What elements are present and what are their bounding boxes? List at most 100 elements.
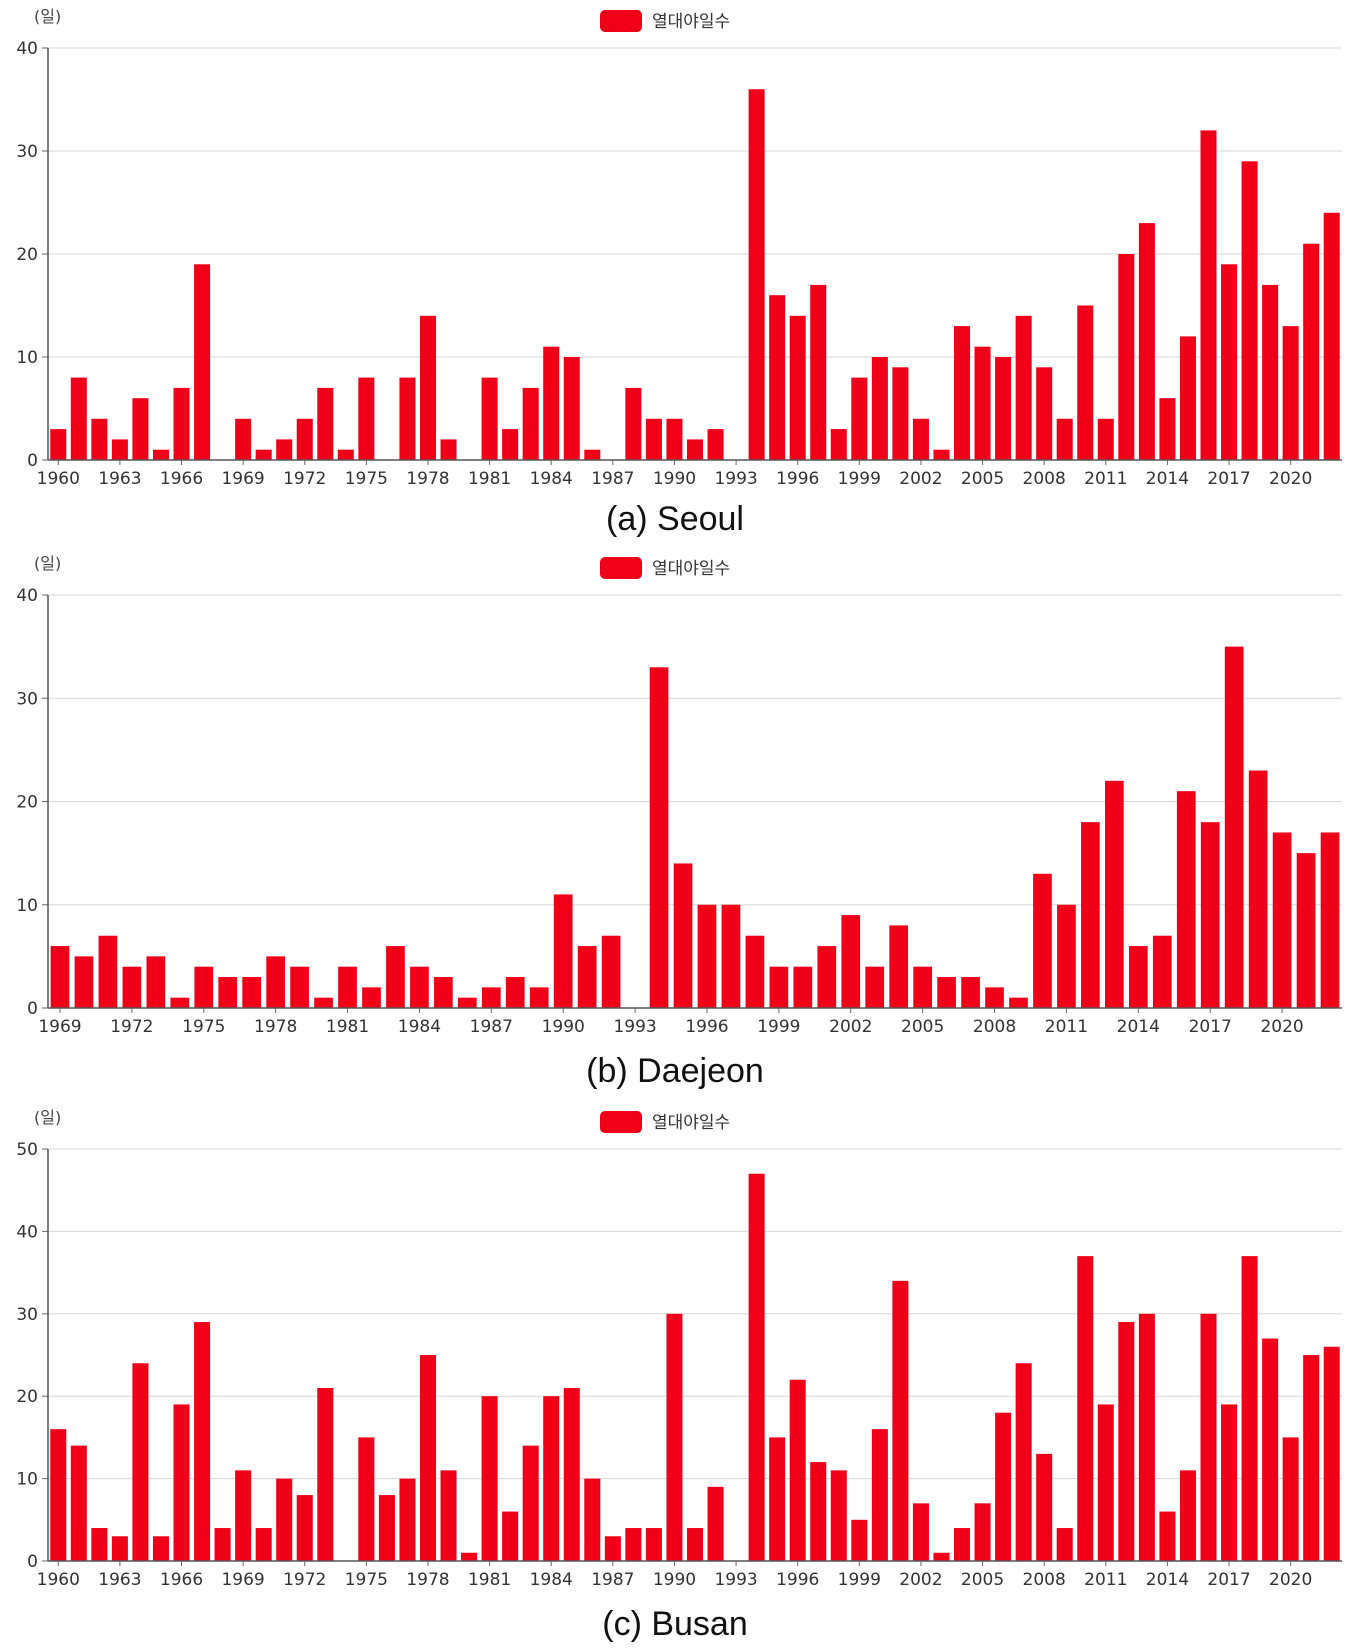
x-tick-label: 2005: [961, 469, 1004, 489]
bar-1972: [122, 966, 142, 1008]
bar-2005: [974, 346, 991, 460]
bar-2014: [1159, 398, 1176, 460]
bar-2020: [1282, 1437, 1299, 1561]
bar-1989: [645, 418, 662, 460]
y-tick-label: 20: [16, 1387, 38, 1407]
bar-2011: [1097, 1404, 1114, 1561]
x-tick-label: 2002: [829, 1017, 872, 1037]
bar-1998: [745, 935, 765, 1008]
x-tick-label: 2011: [1045, 1017, 1088, 1037]
busan-chart-panel: 열대야일수 (일) 0 10 20 30 40 50 1960 1963 1966 1969 1972 1…: [0, 1105, 1350, 1605]
bar-2019: [1262, 284, 1279, 460]
bar-1972: [296, 1495, 313, 1561]
bar-1968: [214, 1528, 231, 1561]
x-tick-label: 1996: [685, 1017, 728, 1037]
x-tick-label: 1966: [160, 469, 203, 489]
bar-2000: [871, 357, 888, 460]
y-tick-label: 10: [16, 896, 38, 916]
bar-2004: [889, 925, 909, 1008]
busan-bar-chart: 열대야일수 (일) 0 10 20 30 40 50 1960 1963 1966 1969 1972 1…: [16, 1108, 1342, 1590]
legend: 열대야일수: [600, 1111, 730, 1133]
x-tick-label: 2020: [1260, 1017, 1303, 1037]
y-tick-label: 0: [27, 1552, 38, 1572]
bar-2001: [817, 946, 837, 1008]
bar-1978: [266, 956, 285, 1008]
bar-1970: [74, 956, 94, 1008]
bar-2002: [912, 1503, 929, 1561]
bar-1995: [673, 863, 693, 1008]
bar-2007: [961, 977, 980, 1008]
x-tick-label: 2014: [1117, 1017, 1160, 1037]
x-tick-label: 1963: [98, 469, 141, 489]
bar-1997: [810, 1462, 827, 1561]
bar-1985: [563, 1387, 580, 1561]
x-tick-label: 1993: [714, 469, 757, 489]
y-tick-label: 20: [16, 245, 38, 265]
x-tick-label: 2017: [1189, 1017, 1232, 1037]
bar-1996: [789, 1379, 806, 1561]
bar-1991: [577, 946, 597, 1008]
y-tick-label: 0: [27, 999, 38, 1019]
bar-1960: [50, 1429, 67, 1561]
y-tick-label: 0: [27, 451, 38, 471]
legend-label: 열대야일수: [652, 559, 730, 579]
legend-swatch: [600, 1111, 642, 1133]
bar-1986: [584, 449, 601, 460]
x-tick-label: 1987: [591, 1570, 634, 1590]
x-tick-label: 1984: [530, 469, 573, 489]
bar-1960: [50, 429, 67, 460]
bar-2000: [871, 1429, 888, 1561]
bar-2017: [1221, 1404, 1238, 1561]
bar-2009: [1056, 418, 1073, 460]
bar-2018: [1224, 646, 1244, 1008]
bar-2005: [974, 1503, 991, 1561]
x-tick-label: 2020: [1269, 469, 1312, 489]
x-tick-label: 1999: [838, 469, 881, 489]
bar-1975: [358, 377, 375, 460]
daejeon-bar-chart: 열대야일수 (일) 0 10 20 30 40 1969 1972 1975 1978 1981 198…: [16, 554, 1342, 1037]
bar-1989: [645, 1528, 662, 1561]
bar-2021: [1296, 853, 1316, 1008]
bar-2013: [1138, 1313, 1155, 1561]
bar-2006: [995, 1412, 1012, 1561]
bar-1980: [461, 1552, 478, 1561]
legend-swatch: [600, 10, 642, 32]
bar-1983: [386, 946, 405, 1008]
bar-1994: [649, 667, 669, 1008]
bar-1986: [458, 997, 477, 1008]
daejeon-chart-panel: 열대야일수 (일) 0 10 20 30 40 1969 1972 1975 1978 1981 198…: [0, 552, 1350, 1052]
bar-1978: [419, 1355, 436, 1561]
bar-1981: [481, 377, 498, 460]
bar-1982: [362, 987, 381, 1008]
bar-1983: [522, 387, 539, 460]
x-tick-label: 1972: [283, 469, 326, 489]
bar-1962: [91, 418, 108, 460]
x-tick-label: 1993: [613, 1017, 656, 1037]
bar-1963: [111, 1536, 128, 1561]
bar-2019: [1248, 770, 1268, 1008]
bar-1977: [242, 977, 262, 1008]
bar-1971: [98, 935, 118, 1008]
bar-1984: [543, 346, 560, 460]
bar-1999: [851, 377, 868, 460]
bar-1999: [851, 1519, 868, 1561]
bar-1972: [296, 418, 313, 460]
x-tick-label: 1978: [406, 1570, 449, 1590]
y-tick-label: 30: [16, 1305, 38, 1325]
bar-2003: [933, 1552, 950, 1561]
x-tick-label: 1987: [591, 469, 634, 489]
bar-1992: [707, 429, 724, 460]
bar-1991: [686, 439, 704, 460]
bar-2000: [793, 966, 813, 1008]
legend: 열대야일수: [600, 557, 730, 579]
bar-2007: [1015, 315, 1032, 460]
bar-1979: [440, 1470, 457, 1561]
x-tick-label: 1981: [468, 1570, 511, 1590]
x-tick-label: 1960: [37, 1570, 80, 1590]
bar-2022: [1323, 212, 1340, 460]
bar-1992: [707, 1486, 724, 1561]
x-tick-label: 1987: [470, 1017, 513, 1037]
bar-2015: [1179, 336, 1196, 460]
bar-1975: [358, 1437, 375, 1561]
bar-2003: [865, 966, 885, 1008]
